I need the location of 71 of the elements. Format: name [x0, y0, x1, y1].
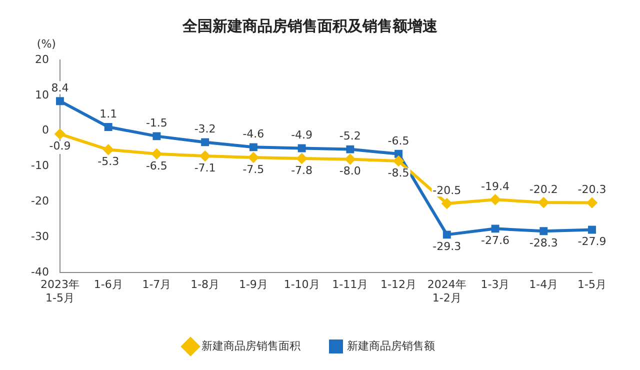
chart-title: 全国新建商品房销售面积及销售额增速 [182, 16, 438, 35]
point [296, 154, 307, 164]
x-tick-label: 1-10月 [284, 278, 320, 292]
x-tick-label: 1-4月 [529, 278, 558, 292]
data-label: -19.4 [481, 180, 510, 193]
point [200, 151, 210, 162]
legend-label: 新建商品房销售面积 [202, 339, 300, 352]
data-label: -27.9 [578, 235, 606, 248]
x-tick-label: 1-6月 [94, 278, 123, 292]
point [345, 154, 356, 164]
data-label: -6.5 [388, 134, 410, 148]
point [152, 132, 161, 140]
data-label: -29.3 [432, 240, 462, 254]
y-tick-label: -40 [31, 265, 49, 278]
legend-label: 新建商品房销售额 [347, 339, 435, 352]
point [249, 143, 258, 152]
data-label: -3.2 [194, 122, 216, 136]
data-label: -6.5 [146, 159, 168, 172]
point [298, 144, 306, 152]
point [201, 138, 210, 146]
point [248, 152, 258, 162]
x-tick-label: 2024年 1-2月 [427, 278, 466, 304]
x-tick-label: 1-8月 [190, 278, 220, 292]
data-label: -0.9 [49, 139, 71, 152]
data-label: -4.9 [291, 128, 313, 142]
y-tick-label: -10 [31, 159, 49, 172]
point [442, 230, 451, 239]
data-label: -28.3 [529, 236, 558, 250]
x-tick-label: 1-3月 [480, 278, 510, 292]
y-tick-label: 10 [34, 88, 49, 102]
data-label: -5.2 [339, 130, 361, 143]
point [394, 156, 404, 166]
point [56, 97, 64, 106]
y-tick-label: 20 [34, 52, 49, 66]
x-tick-label: 2023年 1-5月 [40, 278, 80, 304]
data-label: 8.4 [51, 81, 69, 94]
y-tick-label: -20 [31, 194, 49, 208]
point [54, 129, 65, 140]
point [538, 197, 549, 208]
data-label: -20.2 [529, 182, 558, 196]
data-label: -5.3 [98, 155, 120, 168]
data-label: -7.1 [194, 161, 216, 174]
point [588, 226, 596, 234]
data-label: 1.1 [100, 107, 118, 120]
data-label: -7.5 [242, 162, 264, 176]
y-tick-label: 0 [42, 124, 49, 137]
x-tick-label: 1-11月 [332, 278, 368, 292]
data-label: -27.6 [481, 234, 510, 248]
data-label: -4.6 [242, 128, 264, 141]
x-tick-label: 1-12月 [380, 278, 417, 292]
point [346, 145, 354, 154]
point [490, 194, 500, 205]
point [442, 198, 452, 209]
point [587, 198, 597, 208]
x-tick-label: 1-7月 [142, 278, 172, 292]
point [540, 227, 548, 236]
point [152, 148, 162, 159]
x-tick-label: 1-5月 [578, 278, 606, 292]
data-label: -1.5 [146, 116, 168, 130]
point [491, 224, 500, 233]
point [394, 150, 403, 158]
data-label: -8.5 [388, 166, 410, 180]
x-tick-label: 1-9月 [238, 278, 268, 292]
point [104, 122, 112, 131]
data-label: -7.8 [291, 164, 313, 177]
point [103, 144, 114, 155]
data-label: -8.0 [339, 164, 361, 178]
data-label: -20.5 [432, 184, 462, 197]
y-axis-title: (%) [36, 37, 56, 50]
y-tick-label: -30 [31, 230, 49, 244]
data-label: -20.3 [578, 183, 606, 196]
